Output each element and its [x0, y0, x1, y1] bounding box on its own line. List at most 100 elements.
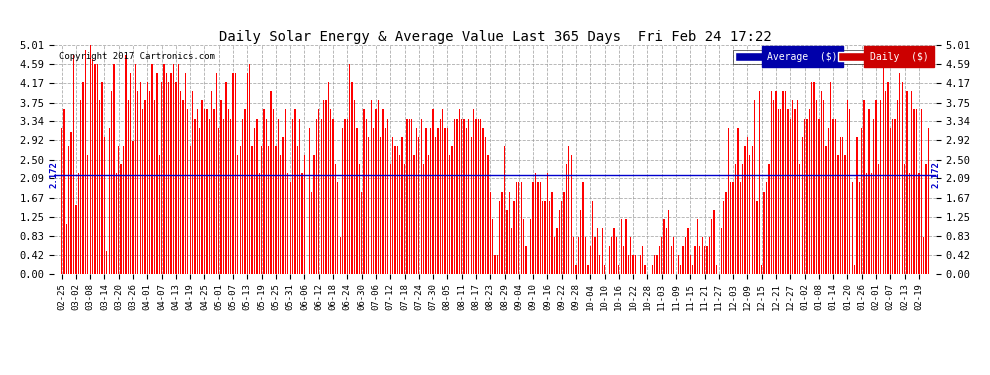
- Bar: [728, 128, 729, 274]
- Bar: [211, 91, 212, 274]
- Bar: [394, 146, 396, 274]
- Bar: [345, 118, 346, 274]
- Bar: [856, 137, 857, 274]
- Bar: [797, 100, 798, 274]
- Bar: [390, 164, 391, 274]
- Bar: [156, 73, 157, 274]
- Bar: [238, 155, 239, 274]
- Bar: [358, 164, 360, 274]
- Bar: [768, 164, 769, 274]
- Bar: [730, 182, 732, 274]
- Bar: [570, 155, 572, 274]
- Bar: [794, 110, 796, 274]
- Bar: [509, 192, 510, 274]
- Bar: [826, 146, 827, 274]
- Bar: [599, 255, 600, 274]
- Bar: [561, 201, 562, 274]
- Bar: [123, 146, 124, 274]
- Bar: [792, 100, 793, 274]
- Bar: [475, 118, 476, 274]
- Bar: [287, 173, 288, 274]
- Bar: [365, 118, 367, 274]
- Bar: [706, 246, 708, 274]
- Bar: [461, 118, 462, 274]
- Bar: [304, 155, 305, 274]
- Bar: [138, 91, 139, 274]
- Bar: [142, 110, 144, 274]
- Bar: [333, 118, 334, 274]
- Bar: [714, 210, 715, 274]
- Bar: [433, 110, 434, 274]
- Bar: [785, 91, 786, 274]
- Bar: [756, 201, 757, 274]
- Bar: [265, 118, 267, 274]
- Bar: [240, 146, 241, 274]
- Bar: [101, 82, 103, 274]
- Bar: [521, 182, 522, 274]
- Bar: [544, 201, 545, 274]
- Bar: [644, 265, 645, 274]
- Bar: [161, 82, 162, 274]
- Bar: [711, 219, 713, 274]
- Bar: [919, 173, 920, 274]
- Bar: [568, 146, 569, 274]
- Bar: [740, 182, 741, 274]
- Bar: [868, 110, 869, 274]
- Bar: [430, 128, 432, 274]
- Bar: [838, 155, 839, 274]
- Bar: [416, 128, 417, 274]
- Bar: [382, 110, 384, 274]
- Bar: [397, 146, 398, 274]
- Bar: [153, 100, 155, 274]
- Bar: [442, 110, 444, 274]
- Bar: [173, 64, 174, 274]
- Bar: [618, 265, 620, 274]
- Bar: [70, 132, 71, 274]
- Bar: [851, 182, 852, 274]
- Bar: [249, 64, 250, 274]
- Bar: [118, 146, 120, 274]
- Bar: [558, 210, 560, 274]
- Bar: [916, 110, 917, 274]
- Bar: [473, 110, 474, 274]
- Bar: [611, 237, 613, 274]
- Bar: [149, 91, 150, 274]
- Bar: [582, 182, 584, 274]
- Bar: [263, 110, 264, 274]
- Bar: [668, 210, 669, 274]
- Bar: [363, 110, 364, 274]
- Bar: [414, 155, 415, 274]
- Bar: [630, 237, 632, 274]
- Bar: [438, 128, 439, 274]
- Bar: [799, 164, 801, 274]
- Bar: [733, 182, 734, 274]
- Bar: [749, 155, 750, 274]
- Bar: [902, 82, 903, 274]
- Bar: [87, 155, 88, 274]
- Bar: [294, 110, 296, 274]
- Bar: [104, 137, 105, 274]
- Bar: [828, 128, 829, 274]
- Bar: [821, 91, 822, 274]
- Bar: [97, 64, 98, 274]
- Bar: [628, 255, 629, 274]
- Bar: [573, 237, 574, 274]
- Bar: [575, 265, 576, 274]
- Bar: [716, 265, 717, 274]
- Bar: [492, 219, 493, 274]
- Bar: [321, 118, 322, 274]
- Bar: [542, 201, 544, 274]
- Bar: [518, 182, 520, 274]
- Bar: [549, 201, 550, 274]
- Bar: [485, 137, 486, 274]
- Bar: [761, 265, 762, 274]
- Bar: [590, 246, 591, 274]
- Bar: [435, 137, 437, 274]
- Bar: [235, 73, 236, 274]
- Bar: [770, 91, 772, 274]
- Bar: [823, 100, 825, 274]
- Bar: [247, 73, 248, 274]
- Text: 2.172: 2.172: [931, 161, 940, 188]
- Bar: [873, 118, 874, 274]
- Bar: [680, 265, 681, 274]
